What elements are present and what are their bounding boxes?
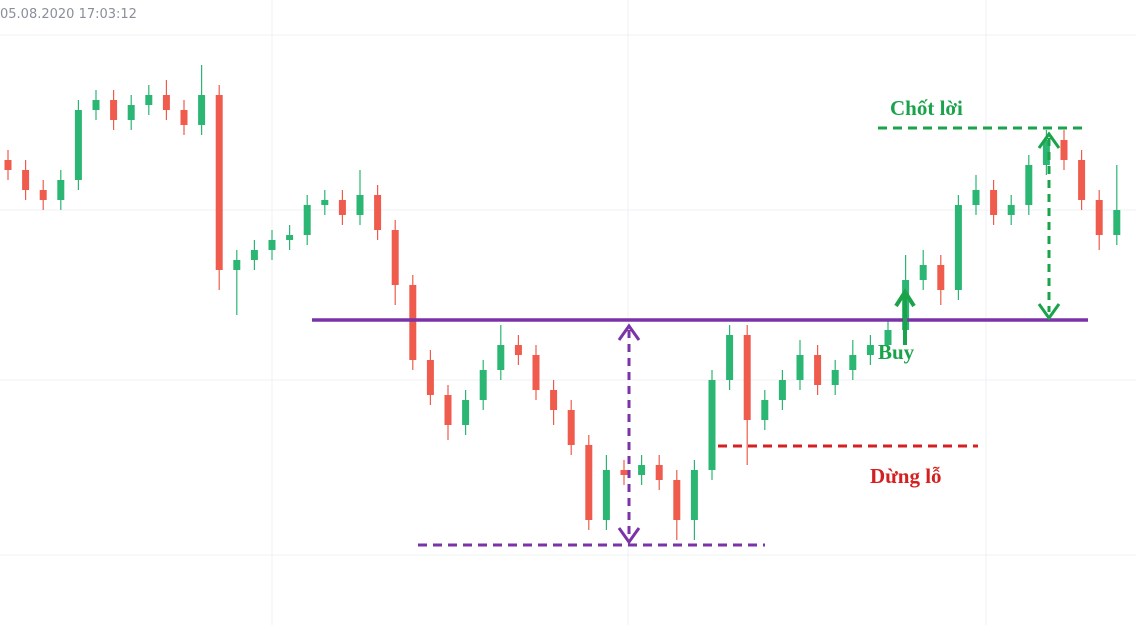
candle-body bbox=[162, 95, 170, 110]
candle-body bbox=[286, 235, 294, 240]
candle-body bbox=[497, 345, 505, 370]
candle-body bbox=[761, 400, 769, 420]
candle-body bbox=[567, 410, 575, 445]
candle-body bbox=[849, 355, 857, 370]
candle-body bbox=[338, 200, 346, 215]
candle-body bbox=[198, 95, 206, 125]
candle-body bbox=[92, 100, 100, 110]
arrow-heads bbox=[1037, 131, 1061, 321]
candle-body bbox=[866, 345, 874, 355]
candle-body bbox=[57, 180, 65, 200]
candle-body bbox=[444, 395, 452, 425]
candle-body bbox=[884, 330, 892, 345]
candle-body bbox=[233, 260, 241, 270]
buy-arrow bbox=[894, 288, 916, 345]
candles bbox=[4, 65, 1121, 540]
candle-body bbox=[74, 110, 82, 180]
candle-body bbox=[462, 400, 470, 425]
candle-body bbox=[22, 170, 30, 190]
candle-body bbox=[1078, 160, 1086, 200]
candle-body bbox=[990, 190, 998, 215]
candle-body bbox=[550, 390, 558, 410]
candle-body bbox=[1095, 200, 1103, 235]
candle-body bbox=[479, 370, 487, 400]
candle-body bbox=[1007, 205, 1015, 215]
candle-body bbox=[726, 335, 734, 380]
candle-body bbox=[391, 230, 399, 285]
candle-body bbox=[268, 240, 276, 250]
timestamp: 05.08.2020 17:03:12 bbox=[0, 7, 137, 22]
candle-body bbox=[796, 355, 804, 380]
candle-body bbox=[778, 380, 786, 400]
annotations: 05.08.2020 17:03:12 Chốt lời Buy Dừng lỗ bbox=[0, 7, 1088, 547]
candle-body bbox=[638, 465, 646, 475]
candle-body bbox=[39, 190, 47, 200]
stop-loss-label: Dừng lỗ bbox=[870, 464, 942, 488]
candle-body bbox=[180, 110, 188, 125]
candle-body bbox=[514, 345, 522, 355]
candle-body bbox=[919, 265, 927, 280]
candle-body bbox=[321, 200, 329, 205]
candle-body bbox=[972, 190, 980, 205]
buy-label: Buy bbox=[878, 340, 915, 364]
take-profit-label: Chốt lời bbox=[890, 96, 963, 120]
candle-body bbox=[1060, 140, 1068, 160]
candle-body bbox=[814, 355, 822, 385]
candle-body bbox=[673, 480, 681, 520]
candle-body bbox=[215, 95, 223, 270]
candle-body bbox=[4, 160, 12, 170]
candle-body bbox=[127, 105, 135, 120]
candle-body bbox=[1025, 165, 1033, 205]
candle-body bbox=[110, 100, 118, 120]
candle-body bbox=[532, 355, 540, 390]
candle-body bbox=[145, 95, 153, 105]
candle-body bbox=[743, 335, 751, 420]
candle-body bbox=[655, 465, 663, 480]
candle-body bbox=[1113, 210, 1121, 235]
arrow-heads bbox=[617, 323, 641, 545]
candle-body bbox=[303, 205, 311, 235]
candle-body bbox=[356, 195, 364, 215]
candle-body bbox=[602, 470, 610, 520]
candle-body bbox=[409, 285, 417, 360]
candle-body bbox=[690, 470, 698, 520]
candle-body bbox=[954, 205, 962, 290]
candle-body bbox=[831, 370, 839, 385]
candle-body bbox=[426, 360, 434, 395]
candle-body bbox=[937, 265, 945, 290]
candle-body bbox=[620, 470, 628, 475]
candle-body bbox=[250, 250, 258, 260]
candle-body bbox=[708, 380, 716, 470]
candle-body bbox=[1042, 140, 1050, 165]
candle-body bbox=[585, 445, 593, 520]
candle-body bbox=[374, 195, 382, 230]
